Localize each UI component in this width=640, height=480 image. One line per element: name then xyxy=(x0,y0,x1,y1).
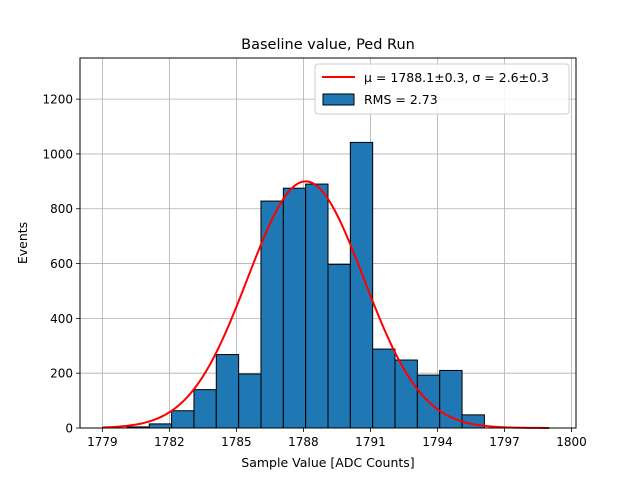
y-axis-label: Events xyxy=(15,222,30,264)
x-tick-label: 1788 xyxy=(288,435,319,449)
y-tick-label: 200 xyxy=(50,367,73,381)
chart-title: Baseline value, Ped Run xyxy=(241,37,415,53)
histogram-bars xyxy=(126,141,485,429)
legend-hist-swatch xyxy=(322,93,355,106)
y-tick-label: 1000 xyxy=(42,147,73,161)
histogram-bar xyxy=(282,187,307,429)
histogram-bar xyxy=(372,348,396,429)
y-axis-ticks: 0 200 400 600 800 1000 1200 xyxy=(42,93,80,436)
gaussian-fit-curve xyxy=(102,180,550,429)
legend-hist-label: RMS = 2.73 xyxy=(364,92,438,107)
x-axis-ticks: 1779 1782 1785 1788 1791 1794 1797 1800 xyxy=(87,428,587,449)
histogram-bar xyxy=(148,423,173,429)
plot-area-frame xyxy=(79,57,577,429)
y-tick-label: 1200 xyxy=(42,93,73,107)
x-tick-label: 1800 xyxy=(556,435,587,449)
legend-box xyxy=(314,63,570,115)
x-tick-label: 1782 xyxy=(154,435,185,449)
histogram-bar xyxy=(193,389,217,429)
x-tick-label: 1791 xyxy=(355,435,386,449)
histogram-bar xyxy=(327,263,351,429)
histogram-bar xyxy=(305,183,329,429)
histogram-bar xyxy=(215,354,240,429)
y-tick-label: 400 xyxy=(50,312,73,326)
x-tick-label: 1785 xyxy=(221,435,252,449)
histogram-bar xyxy=(394,359,418,429)
legend: μ = 1788.1±0.3, σ = 2.6±0.3 RMS = 2.73 xyxy=(314,63,570,115)
y-tick-label: 600 xyxy=(50,257,73,271)
y-tick-label: 800 xyxy=(50,202,73,216)
x-tick-label: 1794 xyxy=(422,435,453,449)
x-tick-label: 1779 xyxy=(87,435,118,449)
histogram-bar xyxy=(238,373,262,429)
legend-fit-label: μ = 1788.1±0.3, σ = 2.6±0.3 xyxy=(364,70,549,85)
x-axis-label: Sample Value [ADC Counts] xyxy=(241,455,414,470)
x-tick-label: 1797 xyxy=(489,435,520,449)
y-tick-label: 0 xyxy=(65,422,73,436)
histogram-bar xyxy=(171,410,195,429)
histogram-bar xyxy=(349,141,374,429)
